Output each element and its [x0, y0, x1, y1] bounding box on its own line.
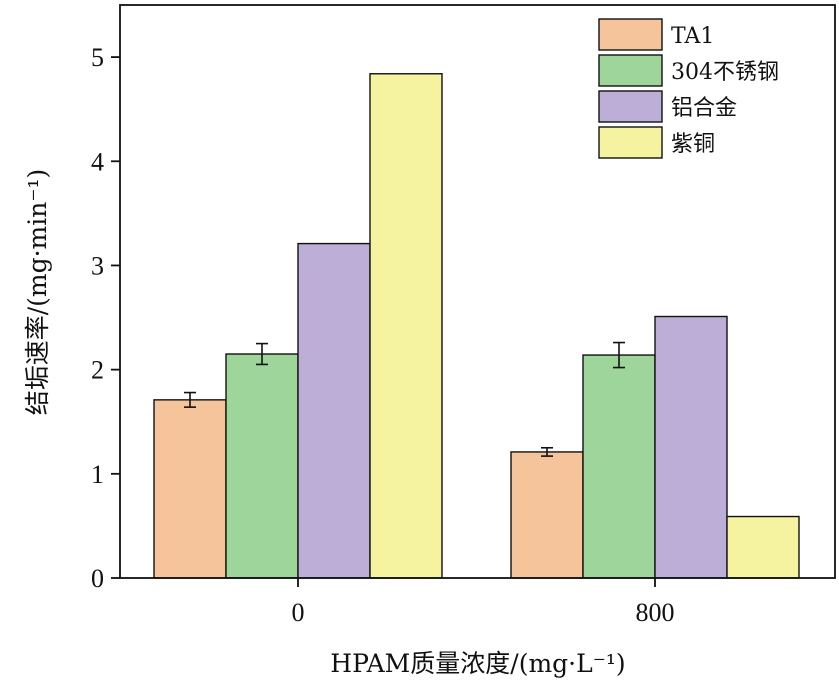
bar-304不锈钢-800	[582, 354, 656, 579]
y-tick-label: 0	[91, 564, 104, 593]
y-axis: 0 1 2 3 4 5	[91, 43, 120, 593]
legend-swatch-铝合金	[598, 90, 663, 123]
legend-swatch-紫铜	[598, 126, 663, 159]
y-tick-label: 1	[91, 460, 104, 489]
legend-label-紫铜: 紫铜	[671, 132, 715, 157]
error-bars-group	[184, 341, 625, 457]
bar-304不锈钢-0	[225, 353, 299, 579]
x-axis-title: HPAM质量浓度/(mg·L⁻¹)	[330, 649, 625, 678]
plot-frame	[119, 4, 836, 579]
bar-TA1-0	[153, 399, 227, 579]
legend-label-TA1: TA1	[671, 24, 714, 49]
x-tick-label: 800	[636, 598, 675, 627]
bar-TA1-800	[510, 451, 584, 579]
bars-group	[153, 73, 800, 579]
x-tick-label: 0	[292, 598, 305, 627]
legend-swatch-304不锈钢	[598, 54, 663, 87]
y-axis-title: 结垢速率/(mg·min⁻¹)	[23, 169, 52, 416]
bar-紫铜-0	[369, 73, 443, 579]
y-tick-label: 4	[91, 147, 104, 176]
legend-swatch-TA1	[598, 18, 663, 51]
y-tick-label: 5	[91, 43, 104, 72]
bar-铝合金-0	[297, 242, 371, 579]
y-tick-label: 2	[91, 356, 104, 385]
legend-label-304不锈钢: 304不锈钢	[671, 60, 779, 85]
y-tick-label: 3	[91, 251, 104, 280]
bar-紫铜-800	[726, 515, 800, 579]
bar-铝合金-800	[654, 315, 728, 579]
x-axis: 0 800	[292, 578, 675, 627]
legend-label-铝合金: 铝合金	[671, 96, 737, 121]
